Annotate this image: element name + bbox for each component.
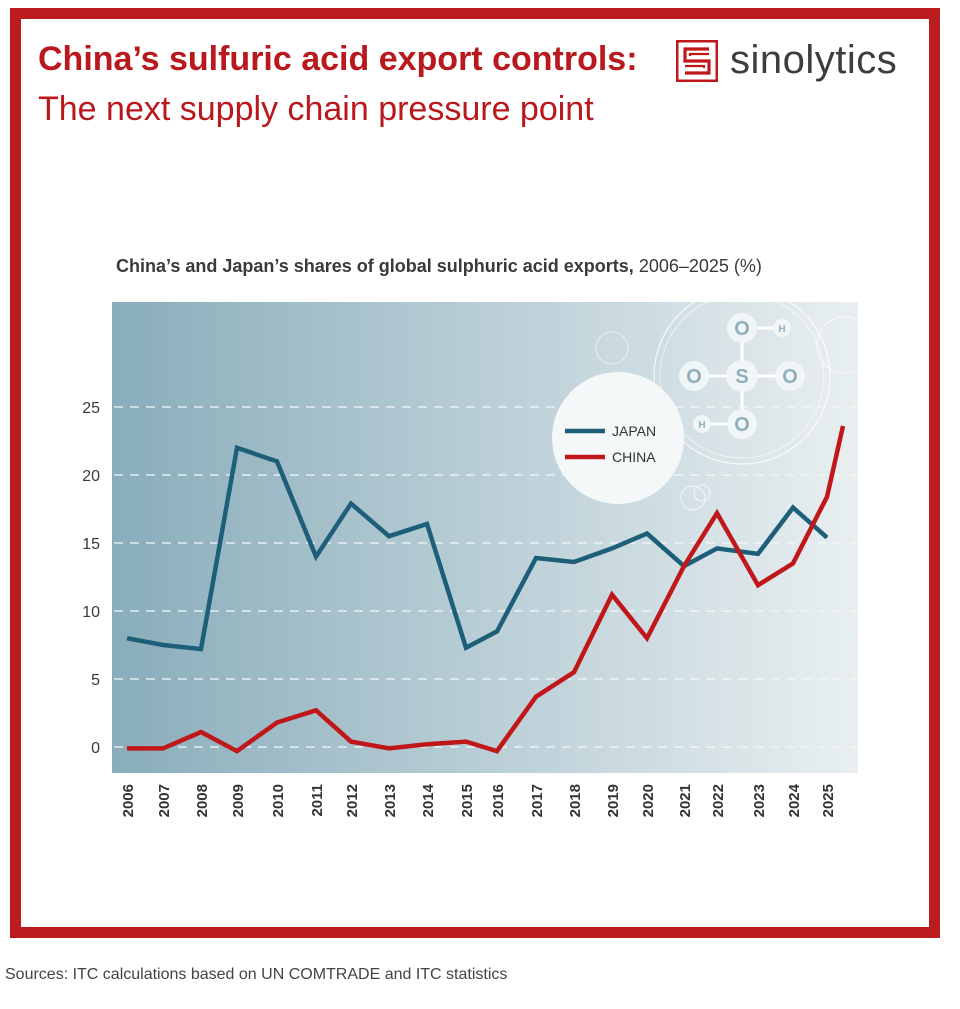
bubble <box>693 484 711 502</box>
x-tick-label: 2020 <box>640 784 657 817</box>
atom <box>726 360 758 392</box>
x-tick-label: 2008 <box>194 784 211 817</box>
headline-regular: The next supply chain pressure point <box>38 90 594 128</box>
molecule-ring-inner <box>659 293 825 459</box>
y-axis: 0 5 10 15 20 25 <box>82 400 100 757</box>
chart-title-bold: China’s and Japan’s shares of global sul… <box>116 256 634 276</box>
sinolytics-logo: sinolytics <box>676 38 897 83</box>
bubble <box>816 316 874 374</box>
atom <box>727 409 757 439</box>
x-tick-label: 2025 <box>820 784 837 817</box>
sinolytics-logo-icon <box>676 39 718 82</box>
y-tick-label: 0 <box>91 740 100 757</box>
atom-label: S <box>735 366 748 388</box>
y-tick-label: 25 <box>82 400 100 417</box>
bubble <box>680 485 706 511</box>
atom <box>693 415 711 433</box>
x-tick-label: 2016 <box>490 784 507 817</box>
x-tick-label: 2013 <box>382 784 399 817</box>
source-note: Sources: ITC calculations based on UN CO… <box>5 966 508 983</box>
x-tick-label: 2014 <box>420 783 437 817</box>
atom <box>679 361 709 391</box>
x-tick-label: 2024 <box>786 783 803 817</box>
y-tick-label: 20 <box>82 468 100 485</box>
x-tick-label: 2010 <box>270 784 287 817</box>
atom-label: O <box>734 318 750 340</box>
x-tick-label: 2023 <box>751 784 768 817</box>
atom-label: O <box>686 366 702 388</box>
x-tick-label: 2007 <box>156 784 173 817</box>
x-tick-label: 2015 <box>459 784 476 817</box>
brand-name: sinolytics <box>730 38 898 82</box>
x-tick-label: 2021 <box>677 784 694 817</box>
x-tick-label: 2006 <box>120 784 137 817</box>
series-line-china <box>127 425 846 754</box>
legend-label: JAPAN <box>612 423 656 439</box>
chart-title-regular: 2006–2025 (%) <box>638 256 762 276</box>
y-tick-label: 5 <box>91 672 100 689</box>
headline-bold: China’s sulfuric acid export controls: <box>38 40 638 78</box>
atom <box>773 319 791 337</box>
x-axis: 2006 2007 2008 2009 2010 2011 2012 2013 2014 2015… <box>120 783 837 817</box>
y-tick-label: 10 <box>82 604 100 621</box>
x-tick-label: 2012 <box>344 784 361 817</box>
atom-label: O <box>782 366 798 388</box>
x-tick-label: 2011 <box>309 784 326 817</box>
molecule-decoration: S O O O O H H <box>595 287 874 511</box>
legend: JAPAN CHINA <box>552 372 684 504</box>
x-tick-label: 2019 <box>605 784 622 817</box>
x-tick-label: 2009 <box>230 784 247 817</box>
atom-label: H <box>778 324 785 335</box>
headline: China’s sulfuric acid export controls: T… <box>38 34 658 134</box>
x-tick-label: 2022 <box>710 784 727 817</box>
atom-label: O <box>734 414 750 436</box>
legend-label: CHINA <box>612 449 656 465</box>
legend-circle <box>552 372 684 504</box>
chart-title: China’s and Japan’s shares of global sul… <box>116 256 762 277</box>
x-tick-label: 2017 <box>529 784 546 817</box>
y-tick-label: 15 <box>82 536 100 553</box>
bubble <box>595 331 629 365</box>
x-tick-label: 2018 <box>567 784 584 817</box>
atom <box>727 313 757 343</box>
atom <box>775 361 805 391</box>
atom-label: H <box>698 420 705 431</box>
series-line-japan <box>126 444 829 652</box>
series-lines <box>126 425 846 754</box>
molecule-ring <box>653 287 831 465</box>
